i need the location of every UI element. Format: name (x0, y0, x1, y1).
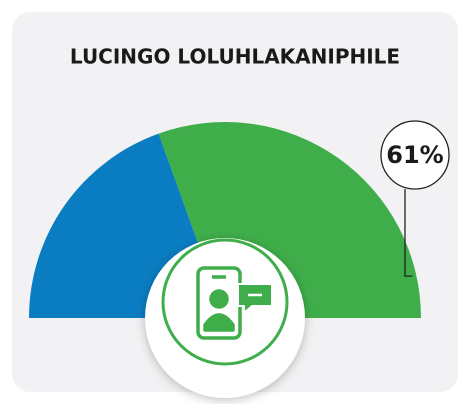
label-bubble (380, 120, 450, 190)
value-label: 61% (386, 141, 443, 169)
leader-line (404, 189, 413, 277)
icon (196, 266, 273, 340)
chart-title: LUCINGO LOLUHLAKANIPHILE (70, 45, 400, 69)
labels: 61% (380, 120, 450, 277)
